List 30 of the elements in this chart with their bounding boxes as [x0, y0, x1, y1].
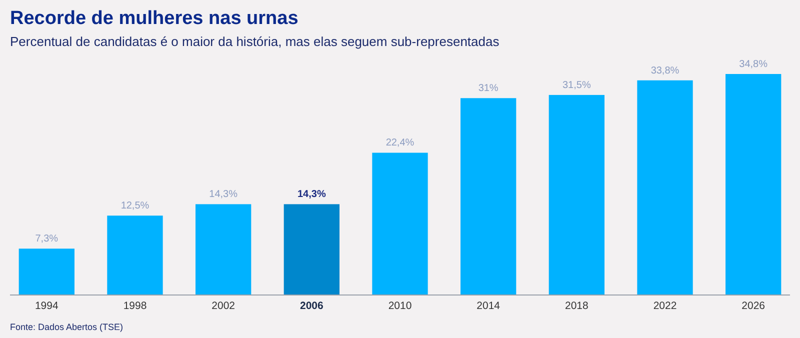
data-label: 31,5% — [562, 80, 591, 91]
x-tick-label: 2010 — [388, 300, 412, 312]
bar — [726, 74, 782, 295]
bar — [460, 98, 516, 295]
bar — [18, 248, 74, 295]
bar — [548, 94, 604, 295]
bar — [107, 216, 163, 295]
data-label: 34,8% — [739, 59, 768, 70]
x-tick-label: 2022 — [653, 300, 677, 312]
chart-title: Recorde de mulheres nas urnas — [10, 8, 298, 29]
bar — [284, 204, 340, 295]
bar — [196, 204, 252, 295]
bar — [372, 152, 428, 295]
x-tick-label: 2006 — [300, 300, 324, 312]
data-label: 22,4% — [386, 138, 414, 149]
source-note: Fonte: Dados Abertos (TSE) — [10, 322, 124, 332]
x-tick-label: 2018 — [564, 300, 589, 312]
x-tick-label: 2002 — [212, 300, 236, 312]
data-label: 14,3% — [209, 189, 238, 200]
data-label: 31% — [478, 83, 498, 94]
data-label: 14,3% — [297, 189, 326, 200]
x-tick-label: 2026 — [742, 300, 766, 312]
x-tick-label: 1994 — [34, 300, 58, 312]
data-label: 33,8% — [650, 65, 680, 76]
data-label: 7,3% — [35, 234, 58, 245]
bar — [637, 80, 693, 295]
data-label: 12,5% — [120, 200, 150, 212]
x-tick-label: 2014 — [476, 300, 500, 312]
chart-subtitle: Percentual de candidatas é o maior da história, mas elas seguem sub-representadas — [10, 34, 500, 49]
x-tick-label: 1998 — [123, 300, 147, 312]
